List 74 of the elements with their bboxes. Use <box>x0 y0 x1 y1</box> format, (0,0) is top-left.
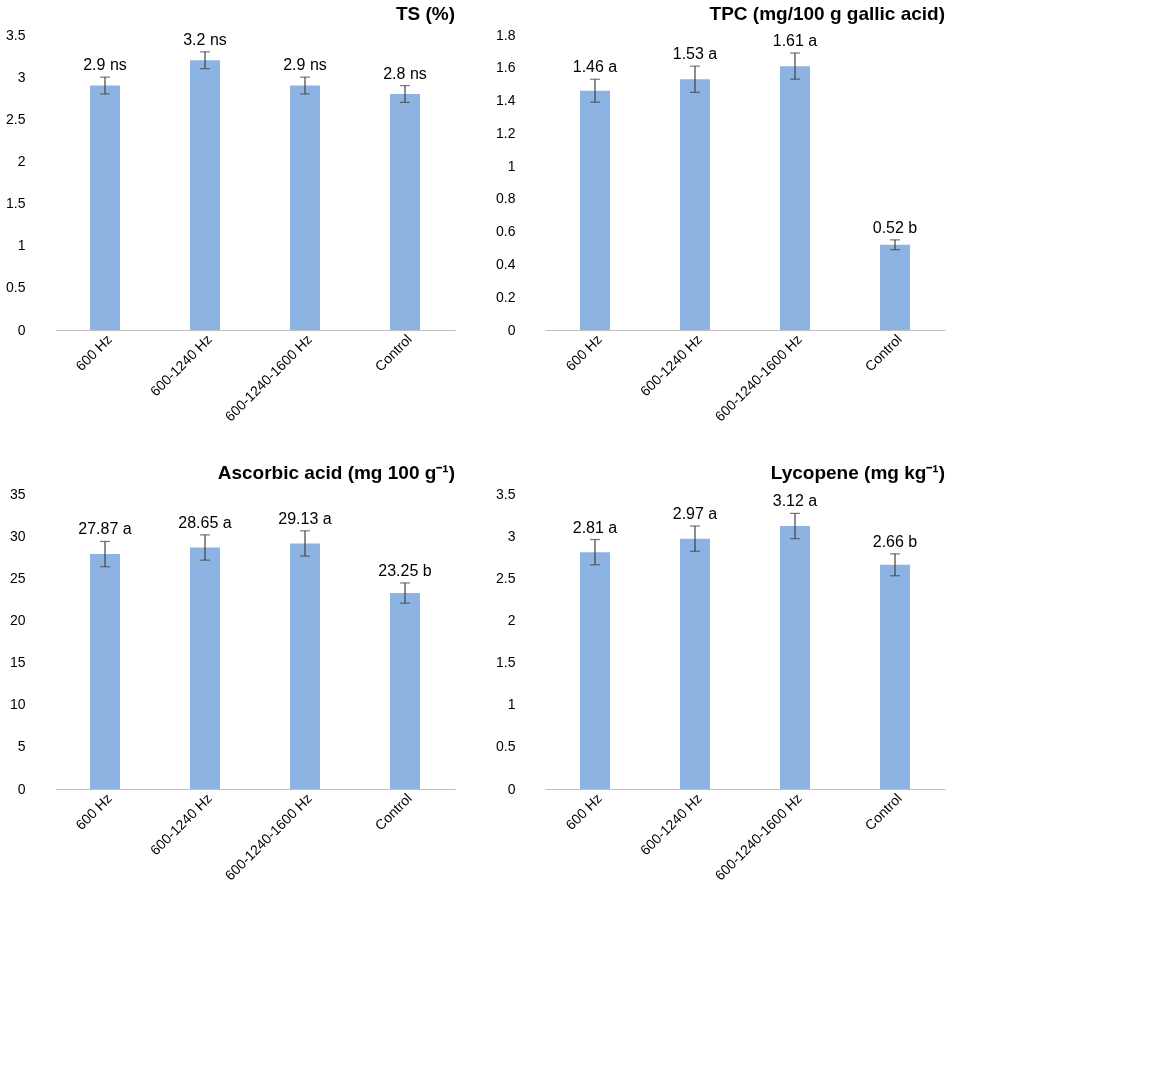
bar <box>780 66 810 330</box>
y-tick-label: 30 <box>9 527 26 544</box>
y-tick-label: 1.4 <box>496 92 516 109</box>
bar <box>290 85 320 330</box>
bar <box>580 552 610 789</box>
y-tick-label: 0.5 <box>6 279 26 296</box>
bar <box>290 543 320 789</box>
y-tick-label: 1.6 <box>496 59 516 76</box>
x-tick-label: 600 Hz <box>562 331 605 374</box>
bar <box>880 244 910 330</box>
data-label: 27.87 a <box>78 520 132 538</box>
chart-title: TPC (mg/100 g gallic acid) <box>709 3 945 24</box>
y-tick-label: 0 <box>17 321 26 338</box>
y-tick-label: 35 <box>9 485 26 502</box>
data-label: 28.65 a <box>178 513 232 531</box>
y-tick-label: 0 <box>507 780 516 797</box>
data-label: 3.12 a <box>772 492 818 510</box>
y-tick-label: 2 <box>507 611 516 628</box>
y-tick-label: 3.5 <box>496 485 516 502</box>
bar <box>680 79 710 330</box>
y-tick-label: 1 <box>17 237 26 254</box>
bar <box>880 564 910 789</box>
chart-title: Ascorbic acid (mg 100 g⁻¹) <box>217 462 455 483</box>
bar <box>190 60 220 330</box>
y-tick-label: 2 <box>17 152 26 169</box>
y-tick-label: 0.2 <box>496 288 516 305</box>
y-tick-label: 2.5 <box>496 569 516 586</box>
y-tick-label: 3 <box>507 527 516 544</box>
y-tick-label: 0.6 <box>496 223 516 240</box>
bar <box>580 90 610 330</box>
chart-title: Lycopene (mg kg⁻¹) <box>770 462 945 483</box>
y-tick-label: 0.5 <box>496 738 516 755</box>
x-tick-label: 600 Hz <box>72 790 115 833</box>
data-label: 2.66 b <box>872 532 918 550</box>
bar <box>680 538 710 789</box>
x-tick-label: 600 Hz <box>72 331 115 374</box>
y-tick-label: 15 <box>9 654 26 671</box>
data-label: 2.8 ns <box>383 64 427 82</box>
y-tick-label: 0 <box>17 780 26 797</box>
data-label: 2.9 ns <box>283 56 327 74</box>
data-label: 3.2 ns <box>183 30 227 48</box>
y-tick-label: 0.8 <box>496 190 516 207</box>
y-tick-label: 3.5 <box>6 26 26 43</box>
data-label: 29.13 a <box>278 509 332 527</box>
bar <box>90 554 120 789</box>
y-tick-label: 1.8 <box>496 26 516 43</box>
bar <box>390 94 420 330</box>
y-tick-label: 1 <box>507 696 516 713</box>
data-label: 1.46 a <box>572 58 618 76</box>
y-tick-label: 10 <box>9 696 26 713</box>
bar <box>780 526 810 789</box>
y-tick-label: 0 <box>507 321 516 338</box>
y-tick-label: 3 <box>17 68 26 85</box>
data-label: 2.97 a <box>672 505 718 523</box>
chart-title: TS (%) <box>395 3 455 24</box>
x-tick-label: 600 Hz <box>562 790 605 833</box>
y-tick-label: 5 <box>17 738 26 755</box>
data-label: 2.81 a <box>572 518 618 536</box>
y-tick-label: 2.5 <box>6 110 26 127</box>
data-label: 2.9 ns <box>83 56 127 74</box>
y-tick-label: 1.5 <box>496 654 516 671</box>
y-tick-label: 20 <box>9 611 26 628</box>
data-label: 1.61 a <box>772 32 818 50</box>
y-tick-label: 25 <box>9 569 26 586</box>
y-tick-label: 1.2 <box>496 124 516 141</box>
bar <box>90 85 120 330</box>
y-tick-label: 0.4 <box>496 255 516 272</box>
data-label: 23.25 b <box>378 561 432 579</box>
bar <box>190 547 220 789</box>
data-label: 1.53 a <box>672 45 718 63</box>
y-tick-label: 1.5 <box>6 195 26 212</box>
bar <box>390 593 420 789</box>
y-tick-label: 1 <box>507 157 516 174</box>
data-label: 0.52 b <box>872 218 918 236</box>
